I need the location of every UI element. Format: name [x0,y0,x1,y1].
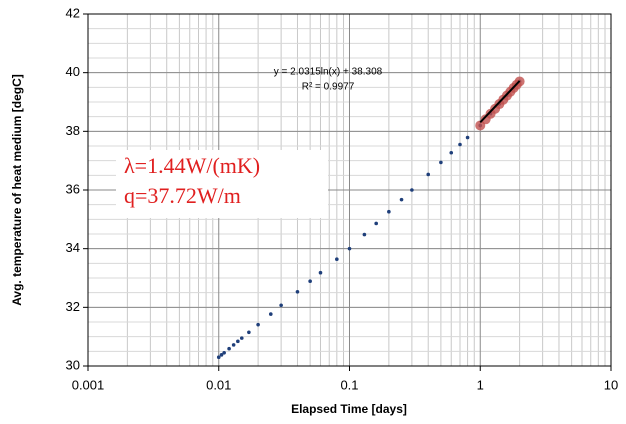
data-point [458,142,462,147]
data-point [410,188,414,192]
data-point [347,246,352,251]
data-point [219,353,224,357]
annotation-box [116,150,328,218]
y-tick-label: 38 [66,123,80,138]
y-axis-label: Avg. temperature of heat medium [degC] [10,74,24,306]
x-tick-label: 1 [477,377,484,392]
y-tick-label: 40 [66,64,80,79]
data-point [268,312,273,316]
data-point [239,336,244,340]
y-tick-label: 42 [66,5,80,20]
data-point [308,279,312,284]
data-point [247,330,251,335]
y-tick-label: 34 [66,240,80,255]
data-point [362,232,367,237]
data-point [256,322,260,327]
x-tick-label: 0.001 [72,377,105,392]
data-point [374,221,378,226]
data-point [335,257,339,262]
r-squared: R² = 0.9977 [302,82,355,93]
x-tick-label: 0.01 [206,377,231,392]
x-tick-label: 0.1 [340,377,358,392]
data-point [295,289,300,294]
data-point [227,346,231,351]
data-point [236,339,240,344]
data-point [387,209,391,214]
data-point [231,343,236,347]
y-tick-label: 36 [66,181,80,196]
equation: y = 2.0315ln(x) + 38.308 [274,67,383,78]
data-point [399,197,404,202]
data-point [439,160,443,165]
data-point [222,351,226,355]
plot-border [87,13,612,367]
data-point [318,270,323,275]
annotation-text: q=37.72W/m [124,183,241,208]
data-point [426,172,431,177]
y-tick-label: 32 [66,299,80,314]
x-tick-label: 10 [604,377,618,392]
annotation-text: λ=1.44W/(mK) [124,153,260,178]
trendline [479,80,521,123]
data-point [449,150,454,155]
y-tick-label: 30 [66,357,80,372]
data-point [465,135,470,140]
data-point [279,303,283,308]
data-point [216,355,221,360]
x-axis-label: Elapsed Time [days] [291,402,407,416]
